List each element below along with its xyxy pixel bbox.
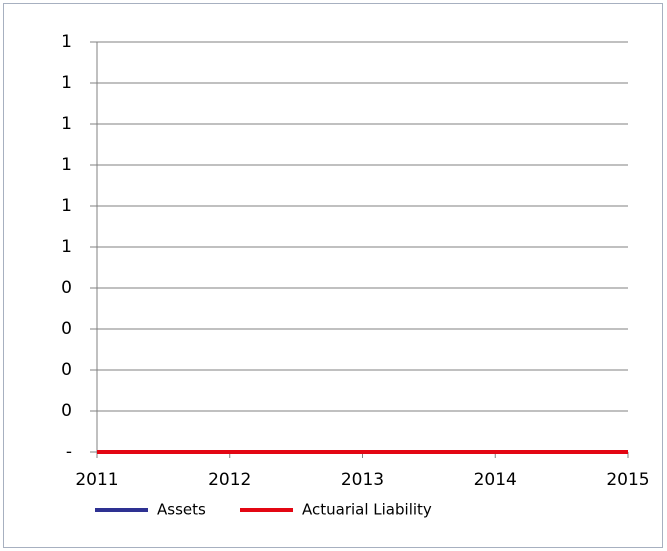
y-tick-label: 1	[61, 196, 72, 216]
x-tick-label: 2013	[341, 470, 384, 490]
legend-label: Actuarial Liability	[302, 501, 432, 519]
y-tick-label: 1	[61, 114, 72, 134]
y-tick-label: 0	[61, 278, 72, 298]
x-tick-label: 2014	[474, 470, 517, 490]
x-tick-label: 2015	[606, 470, 649, 490]
y-tick-label: 1	[61, 32, 72, 52]
y-tick-label: 0	[61, 319, 72, 339]
y-tick-label: 1	[61, 237, 72, 257]
y-tick-label: 1	[61, 73, 72, 93]
y-tick-label: 0	[61, 360, 72, 380]
legend-label: Assets	[157, 501, 206, 519]
chart-frame	[3, 3, 663, 548]
x-tick-label: 2011	[75, 470, 118, 490]
x-tick-label: 2012	[208, 470, 251, 490]
y-tick-label: 1	[61, 155, 72, 175]
y-tick-label: 0	[61, 401, 72, 421]
y-tick-label: -	[66, 442, 72, 462]
